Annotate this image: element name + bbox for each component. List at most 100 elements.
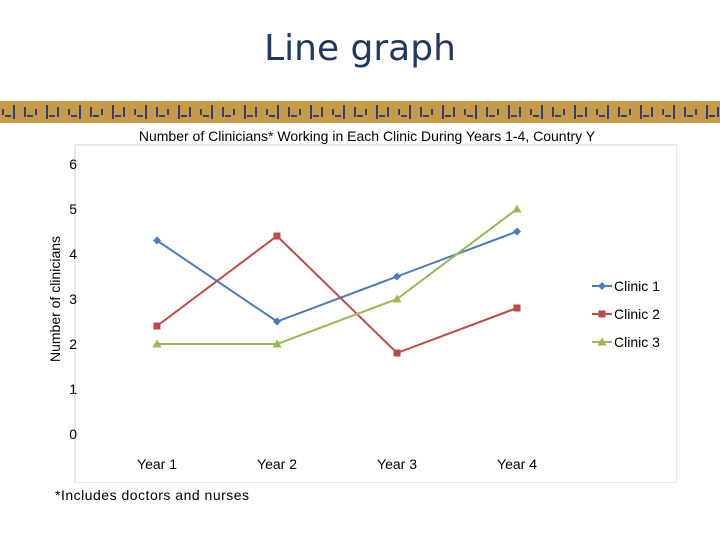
banner-stroke [577, 115, 583, 117]
y-tick-label: 3 [69, 291, 77, 307]
banner-stroke [475, 105, 477, 119]
banner-stroke [35, 109, 37, 115]
banner-stroke [508, 105, 510, 119]
banner-stroke [687, 115, 693, 117]
banner-stroke [90, 107, 92, 117]
y-axis-label: Number of clinicians [47, 236, 63, 362]
banner-stroke [420, 107, 422, 117]
banner-stroke [247, 115, 253, 117]
banner-stroke [335, 115, 341, 117]
x-tick-label: Year 2 [257, 456, 297, 472]
banner-stroke [145, 105, 147, 119]
data-point [392, 294, 402, 303]
banner-stroke [643, 115, 649, 117]
banner-stroke [225, 115, 231, 117]
x-tick-label: Year 1 [137, 456, 177, 472]
banner-stroke [555, 115, 561, 117]
banner-stroke [706, 105, 708, 119]
banner-stroke [541, 105, 543, 119]
data-point [393, 272, 401, 281]
banner-stroke [574, 105, 576, 119]
banner-stroke [46, 105, 48, 119]
banner-stroke [442, 105, 444, 119]
banner-stroke [618, 107, 620, 117]
banner-stroke [673, 105, 675, 119]
banner-stroke [621, 115, 627, 117]
banner-stroke [464, 109, 466, 115]
banner-stroke [156, 107, 158, 117]
banner-stroke [445, 115, 451, 117]
data-point [273, 232, 281, 240]
banner-stroke [596, 109, 598, 115]
banner-stroke [299, 109, 301, 115]
banner-stroke [71, 115, 77, 117]
banner-stroke [222, 107, 224, 117]
banner-stroke [288, 107, 290, 117]
banner-stroke [709, 115, 715, 117]
banner-stroke [310, 105, 312, 119]
slide-title: Line graph [264, 28, 456, 69]
banner-stroke [453, 107, 455, 117]
banner-stroke [211, 105, 213, 119]
banner-stroke [533, 115, 539, 117]
x-tick-label: Year 4 [497, 456, 537, 472]
legend-label: Clinic 3 [614, 334, 660, 350]
banner-stroke [291, 115, 297, 117]
banner-stroke [269, 115, 275, 117]
banner-stroke [101, 109, 103, 115]
banner-stroke [423, 115, 429, 117]
y-tick-label: 5 [69, 201, 77, 217]
banner-stroke [662, 109, 664, 115]
banner-stroke [112, 105, 114, 119]
data-point [393, 349, 401, 357]
chart-title: Number of Clinicians* Working in Each Cl… [139, 128, 596, 144]
banner-stroke [365, 109, 367, 115]
banner-stroke [607, 105, 609, 119]
legend-marker [597, 337, 607, 346]
series-line [156, 230, 518, 323]
data-point [153, 322, 161, 330]
banner-stroke [599, 115, 605, 117]
data-point [513, 304, 521, 312]
y-tick-label: 1 [69, 381, 77, 397]
banner-stroke [57, 107, 59, 117]
banner-stroke [467, 115, 473, 117]
banner-stroke [2, 109, 4, 115]
banner-stroke [431, 109, 433, 115]
banner-pattern [2, 105, 719, 119]
banner-stroke [629, 109, 631, 115]
banner-stroke [313, 115, 319, 117]
banner-stroke [717, 107, 719, 117]
banner-stroke [379, 115, 385, 117]
banner-stroke [665, 115, 671, 117]
banner-stroke [398, 109, 400, 115]
banner-stroke [497, 109, 499, 115]
banner-stroke [24, 107, 26, 117]
banner-stroke [137, 115, 143, 117]
banner-stroke [68, 109, 70, 115]
banner-stroke [486, 107, 488, 117]
series-clinic-3 [152, 204, 522, 348]
banner-stroke [684, 107, 686, 117]
banner-stroke [159, 115, 165, 117]
banner-stroke [27, 115, 33, 117]
banner-stroke [178, 105, 180, 119]
banner-stroke [343, 105, 345, 119]
banner-stroke [695, 109, 697, 115]
series-line [157, 208, 518, 345]
chart-footnote: *Includes doctors and nurses [55, 487, 250, 503]
banner-stroke [552, 107, 554, 117]
x-axis-ticks: Year 1 Year 2 Year 3 Year 4 [137, 456, 537, 472]
y-tick-label: 6 [69, 156, 77, 172]
banner-stroke [167, 109, 169, 115]
banner-stroke [357, 115, 363, 117]
legend-label: Clinic 2 [614, 306, 660, 322]
banner-stroke [489, 115, 495, 117]
data-point [153, 236, 161, 245]
banner-stroke [5, 115, 11, 117]
banner-stroke [203, 115, 209, 117]
data-point [273, 317, 281, 326]
banner-stroke [244, 105, 246, 119]
banner-stroke [376, 105, 378, 119]
banner-stroke [134, 109, 136, 115]
